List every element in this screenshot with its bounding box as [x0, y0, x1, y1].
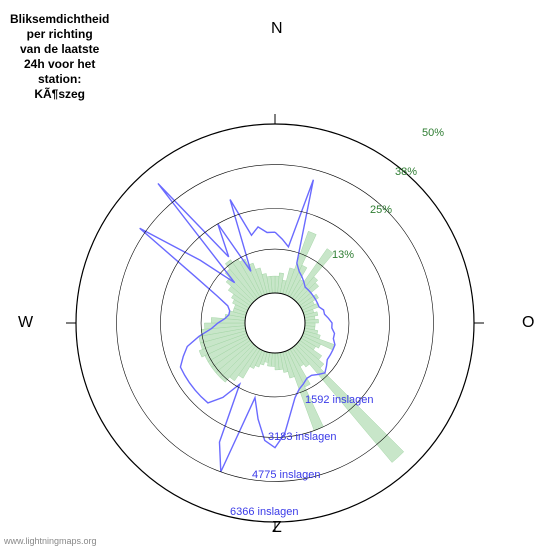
pct-label: 50% [422, 127, 444, 139]
compass-s: Z [272, 519, 282, 537]
strikes-label: 3183 inslagen [268, 431, 337, 443]
pct-label: 38% [395, 166, 417, 178]
strikes-label: 4775 inslagen [252, 469, 321, 481]
footer-attribution: www.lightningmaps.org [4, 536, 97, 546]
pct-label: 13% [332, 249, 354, 261]
strikes-label: 6366 inslagen [230, 506, 299, 518]
strikes-label: 1592 inslagen [305, 394, 374, 406]
center-hole [245, 293, 305, 353]
compass-n: N [271, 20, 283, 38]
compass-w: W [18, 314, 33, 332]
pct-labels: 13% 25% 38% 50% [332, 127, 444, 261]
chart-title: Bliksemdichtheid per richting van de laa… [10, 12, 109, 102]
pct-label: 25% [370, 204, 392, 216]
compass-e: O [522, 314, 534, 332]
